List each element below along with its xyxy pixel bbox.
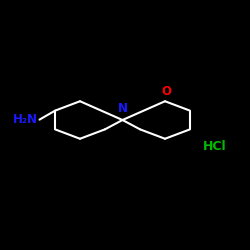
Text: O: O [161, 85, 171, 98]
Text: N: N [118, 102, 128, 116]
Text: HCl: HCl [203, 140, 227, 153]
Text: H₂N: H₂N [12, 113, 38, 126]
